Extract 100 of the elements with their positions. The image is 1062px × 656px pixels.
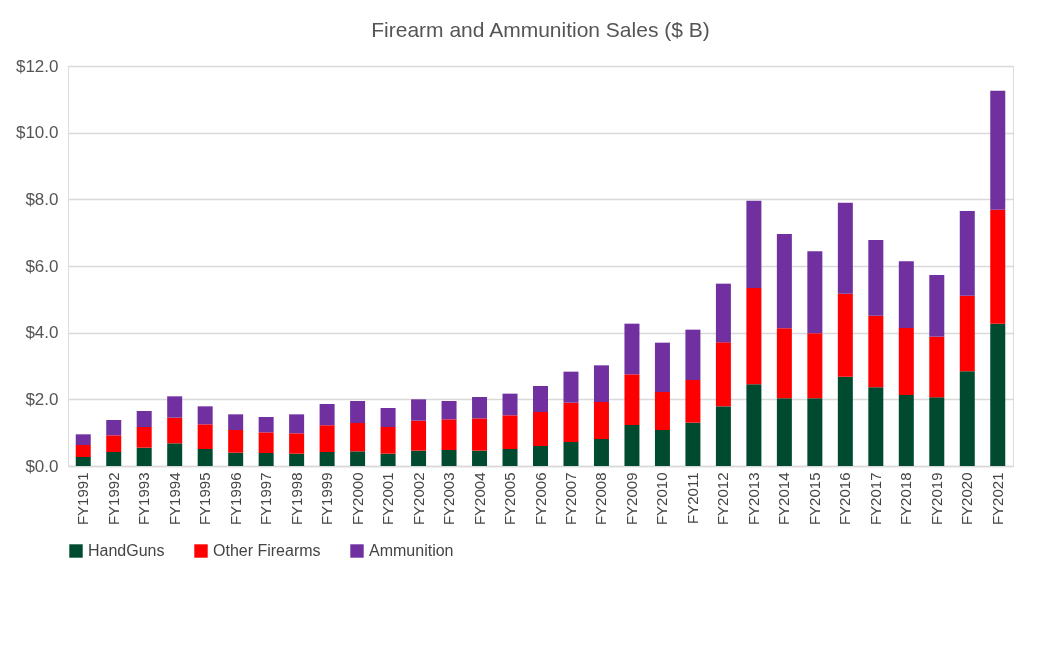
x-tick-label: FY1992 <box>104 472 122 526</box>
x-tick-label: FY2008 <box>592 472 610 526</box>
bar <box>959 211 975 296</box>
x-tick-label: FY2020 <box>958 472 976 526</box>
y-tick-label: $8.0 <box>25 189 59 209</box>
bar <box>411 450 427 466</box>
x-tick-label: FY1998 <box>287 472 305 526</box>
chart-title: Firearm and Ammunition Sales ($ B) <box>371 18 710 41</box>
bar <box>990 323 1006 466</box>
bar <box>136 447 152 466</box>
bar <box>441 450 457 466</box>
bar <box>380 453 396 466</box>
bar <box>746 384 762 466</box>
bar <box>654 392 670 430</box>
bar <box>715 283 731 343</box>
x-tick-label: FY2017 <box>866 472 884 526</box>
bar <box>380 408 396 427</box>
bar <box>167 417 183 444</box>
bar <box>624 374 640 425</box>
bar <box>502 415 518 449</box>
bar <box>593 439 609 466</box>
bar <box>776 234 792 329</box>
x-tick-label: FY2003 <box>440 472 458 526</box>
x-tick-label: FY2002 <box>409 472 427 526</box>
y-tick-label: $4.0 <box>25 323 59 343</box>
x-tick-label: FY2011 <box>683 472 701 524</box>
legend-label: Other Firearms <box>213 542 321 559</box>
bar <box>563 442 579 466</box>
bar <box>593 402 609 439</box>
x-tick-label: FY1994 <box>165 472 183 526</box>
y-tick-label: $12.0 <box>15 56 59 76</box>
bar <box>563 402 579 442</box>
bar <box>167 443 183 466</box>
x-tick-label: FY2010 <box>653 472 671 526</box>
bar <box>807 333 823 399</box>
legend-label: Ammunition <box>369 542 454 559</box>
bar <box>929 336 945 398</box>
x-tick-label: FY2016 <box>836 472 854 526</box>
bar <box>289 433 305 454</box>
bar <box>197 406 213 425</box>
bar <box>75 434 91 445</box>
x-tick-label: FY1997 <box>257 472 275 526</box>
bar <box>380 427 396 454</box>
bar <box>136 427 152 448</box>
bar <box>319 452 335 466</box>
y-tick-label: $6.0 <box>25 256 59 276</box>
bar <box>868 240 884 316</box>
x-tick-label: FY1991 <box>74 472 92 526</box>
bar <box>441 419 457 450</box>
bar <box>167 396 183 418</box>
bar <box>624 323 640 375</box>
y-tick-label: $2.0 <box>25 389 59 409</box>
bar <box>472 450 488 466</box>
x-tick-label: FY2013 <box>744 472 762 526</box>
x-tick-label: FY2000 <box>348 472 366 526</box>
bar <box>106 420 122 436</box>
bar <box>350 451 366 466</box>
x-tick-label: FY1996 <box>226 472 244 526</box>
bar <box>350 401 366 423</box>
bar <box>776 328 792 399</box>
bar <box>75 445 91 457</box>
bar <box>319 425 335 452</box>
bar <box>685 329 701 380</box>
bar <box>990 209 1006 324</box>
bar <box>868 387 884 466</box>
bar <box>441 401 457 420</box>
bar <box>929 275 945 337</box>
x-tick-label: FY2014 <box>775 472 793 526</box>
bar <box>807 251 823 334</box>
bar <box>685 380 701 423</box>
bar <box>746 200 762 288</box>
bar <box>746 288 762 385</box>
bar <box>837 202 853 294</box>
x-tick-label: FY2006 <box>531 472 549 526</box>
bar <box>136 411 152 427</box>
bar <box>563 371 579 403</box>
bar <box>837 293 853 377</box>
x-tick-label: FY2004 <box>470 472 488 526</box>
bar <box>654 342 670 392</box>
bar <box>258 417 274 433</box>
x-tick-label: FY2007 <box>561 472 579 526</box>
bar <box>715 406 731 466</box>
bar <box>776 398 792 466</box>
bar <box>411 399 427 421</box>
bar <box>898 395 914 466</box>
bar <box>228 414 244 430</box>
bar <box>624 425 640 466</box>
bar <box>289 453 305 466</box>
bar <box>472 418 488 451</box>
x-tick-label: FY2001 <box>379 472 397 526</box>
bar <box>106 452 122 466</box>
bar <box>502 393 518 416</box>
bar <box>228 452 244 466</box>
bar <box>898 261 914 328</box>
bar <box>593 365 609 402</box>
bar <box>319 404 335 426</box>
bar <box>472 397 488 419</box>
bar <box>959 371 975 466</box>
bar <box>106 435 122 452</box>
x-tick-label: FY1995 <box>196 472 214 526</box>
